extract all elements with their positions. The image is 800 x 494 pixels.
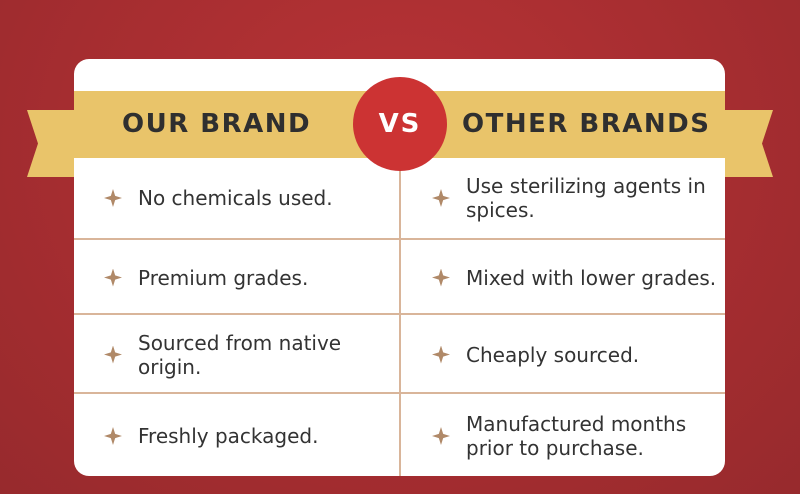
four-point-star-icon bbox=[104, 268, 122, 287]
ribbon-left-tail bbox=[27, 110, 77, 177]
four-point-star-icon bbox=[104, 427, 122, 445]
other-brands-cell: Mixed with lower grades. bbox=[432, 240, 722, 315]
four-point-star-icon bbox=[104, 189, 122, 207]
cell-text: Mixed with lower grades. bbox=[466, 265, 717, 290]
our-brand-cell: Sourced from native origin. bbox=[104, 315, 394, 394]
ribbon-right-tail bbox=[723, 110, 773, 177]
our-brand-heading: OUR BRAND bbox=[122, 109, 312, 139]
other-brands-cell: Use sterilizing agents in spices. bbox=[432, 158, 722, 238]
four-point-star-icon bbox=[432, 345, 450, 364]
cell-text: Premium grades. bbox=[138, 265, 309, 290]
comparison-row: Sourced from native origin. Cheaply sourc… bbox=[74, 313, 725, 394]
column-divider bbox=[399, 158, 401, 476]
cell-text: Sourced from native origin. bbox=[138, 330, 342, 379]
comparison-row: Freshly packaged. Manufactured months pri… bbox=[74, 392, 725, 476]
four-point-star-icon bbox=[104, 345, 122, 364]
cell-text: Use sterilizing agents in spices. bbox=[466, 174, 706, 222]
cell-text: No chemicals used. bbox=[138, 186, 333, 210]
vs-badge: VS bbox=[353, 77, 447, 171]
our-brand-cell: Freshly packaged. bbox=[104, 394, 394, 476]
comparison-row: No chemicals used. Use sterilizing agents… bbox=[74, 158, 725, 238]
cell-text: Manufactured months prior to purchase. bbox=[466, 412, 687, 460]
four-point-star-icon bbox=[432, 189, 450, 207]
our-brand-cell: No chemicals used. bbox=[104, 158, 394, 238]
cell-text: Freshly packaged. bbox=[138, 424, 319, 448]
four-point-star-icon bbox=[432, 427, 450, 445]
comparison-row: Premium grades. Mixed with lower grades. bbox=[74, 238, 725, 315]
other-brands-cell: Manufactured months prior to purchase. bbox=[432, 394, 722, 476]
four-point-star-icon bbox=[432, 268, 450, 287]
cell-text: Cheaply sourced. bbox=[466, 342, 640, 367]
other-brands-cell: Cheaply sourced. bbox=[432, 315, 722, 394]
our-brand-cell: Premium grades. bbox=[104, 240, 394, 315]
comparison-card: OUR BRAND OTHER BRANDS VS No chemicals u… bbox=[74, 59, 725, 476]
other-brands-heading: OTHER BRANDS bbox=[462, 109, 711, 139]
